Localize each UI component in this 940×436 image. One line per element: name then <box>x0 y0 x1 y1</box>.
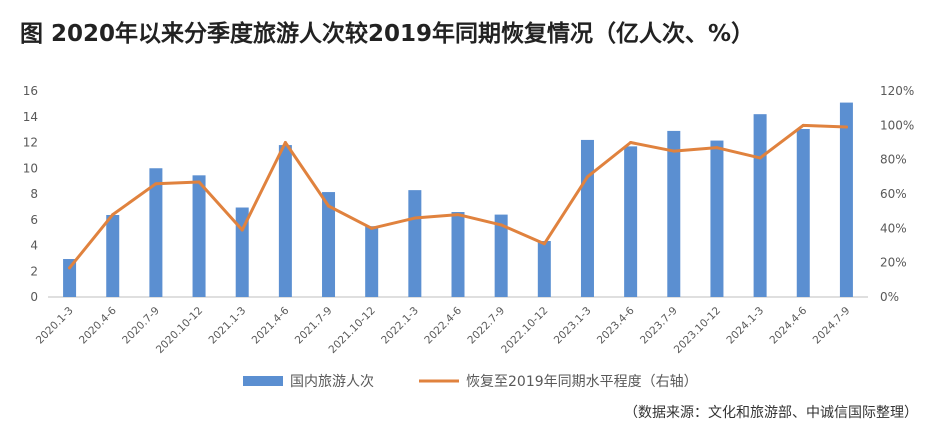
x-tick-label: 2024.1-3 <box>724 305 766 347</box>
x-tick-label: 2023.4-6 <box>595 304 637 346</box>
bar <box>149 168 163 297</box>
line-point <box>413 216 417 220</box>
line-series <box>68 123 848 270</box>
bar <box>322 192 336 297</box>
axes: 0 2 4 6 8 10 12 14 16 0% 20% 40% 60% 80% 100% 120% <box>23 84 915 304</box>
y-right-tick-label: 80% <box>880 153 907 167</box>
bar <box>839 102 853 298</box>
legend-line-label: 恢复至2019年同期水平程度（右轴） <box>466 373 698 390</box>
line-point <box>370 226 374 230</box>
bar <box>451 212 465 297</box>
bar <box>753 114 767 297</box>
line-point <box>111 213 115 217</box>
bar-series <box>63 102 853 298</box>
bar <box>796 128 810 297</box>
y-left-tick-label: 0 <box>30 290 38 304</box>
y-left-tick-label: 8 <box>30 187 38 201</box>
y-right-tick-label: 0% <box>880 290 899 304</box>
x-tick-label: 2021.1-3 <box>206 305 248 347</box>
legend-bar-label: 国内旅游人次 <box>290 374 374 390</box>
bar <box>63 259 77 297</box>
bar <box>365 226 379 297</box>
line-point <box>629 141 633 144</box>
bar <box>667 130 681 297</box>
bar <box>624 146 638 297</box>
y-right-tick-label: 100% <box>880 118 914 132</box>
line-point <box>844 125 848 129</box>
line-point <box>499 223 503 227</box>
x-tick-label: 2021.7-9 <box>293 305 335 347</box>
x-tick-label: 2020.4-6 <box>77 304 119 346</box>
x-tick-label: 2024.4-6 <box>768 304 810 346</box>
x-tick-label: 2021.10-12 <box>326 305 377 356</box>
x-tick-label: 2022.4-6 <box>422 304 464 346</box>
line-point <box>758 156 762 160</box>
line-point <box>240 228 244 232</box>
line-point <box>154 182 158 186</box>
y-right-tick-label: 120% <box>880 84 914 98</box>
legend: 国内旅游人次 恢复至2019年同期水平程度（右轴） <box>243 373 698 390</box>
line-point <box>283 141 287 144</box>
x-tick-label: 2022.1-3 <box>379 305 421 347</box>
y-left-tick-label: 14 <box>23 110 38 124</box>
line-point <box>585 175 589 179</box>
bar <box>106 214 120 297</box>
x-tick-label: 2023.7-9 <box>638 305 680 347</box>
line-point <box>715 146 719 150</box>
y-left-tick-label: 12 <box>23 136 38 150</box>
y-right-tick-label: 40% <box>880 221 907 235</box>
x-tick-label: 2022.10-12 <box>499 305 550 356</box>
y-right-tick-label: 20% <box>880 256 907 270</box>
bar <box>278 145 292 297</box>
bar <box>192 175 206 297</box>
line-point <box>542 242 546 246</box>
bar <box>494 214 508 297</box>
bar <box>235 207 249 297</box>
x-tick-label: 2020.7-9 <box>120 305 162 347</box>
legend-bar-swatch <box>243 376 283 386</box>
x-tick-label: 2021.4-6 <box>250 304 292 346</box>
x-tick-label: 2020.1-3 <box>34 305 76 347</box>
x-tick-label: 2023.1-3 <box>552 305 594 347</box>
x-tick-label: 2022.7-9 <box>465 305 507 347</box>
line-point <box>801 123 805 127</box>
bar <box>580 139 594 297</box>
chart-title: 图 2020年以来分季度旅游人次较2019年同期恢复情况（亿人次、%） <box>20 21 755 47</box>
y-left-tick-label: 4 <box>30 239 38 253</box>
line-point <box>456 213 460 217</box>
y-left-tick-label: 6 <box>30 213 38 227</box>
line-point <box>197 180 201 184</box>
x-tick-label: 2024.7-9 <box>811 305 853 347</box>
line-point <box>68 266 72 270</box>
line-point <box>672 149 676 153</box>
y-left-tick-label: 16 <box>23 84 38 98</box>
x-tick-label: 2020.10-12 <box>154 305 205 356</box>
y-left-tick-label: 10 <box>23 161 38 175</box>
y-left-tick-label: 2 <box>30 264 38 278</box>
line-point <box>327 204 331 208</box>
bar <box>408 190 422 297</box>
bar <box>710 140 724 297</box>
y-right-tick-label: 60% <box>880 187 907 201</box>
x-tick-label: 2023.10-12 <box>672 305 723 356</box>
bar <box>537 240 551 297</box>
data-source-note: （数据来源：文化和旅游部、中诚信国际整理） <box>624 405 918 421</box>
